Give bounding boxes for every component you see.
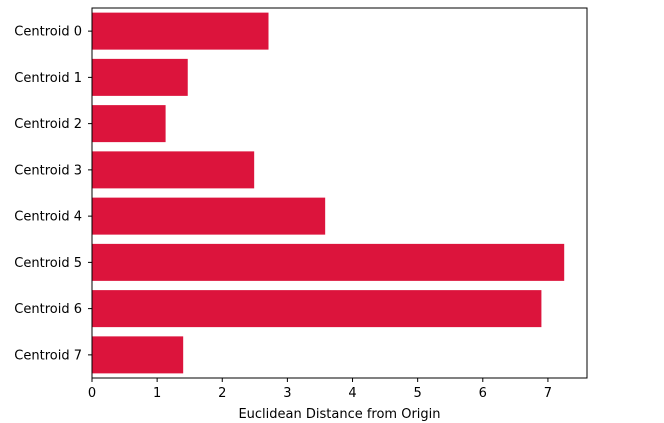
bar-1 — [92, 58, 188, 96]
bars-group — [92, 12, 565, 374]
bar-6 — [92, 290, 542, 328]
y-tick-label-1: Centroid 1 — [14, 71, 82, 86]
bar-5 — [92, 243, 565, 281]
bar-4 — [92, 197, 326, 235]
bar-0 — [92, 12, 269, 50]
bar-2 — [92, 105, 166, 143]
bar-3 — [92, 151, 255, 189]
axes-frame — [91, 7, 588, 379]
y-tick-label-4: Centroid 4 — [14, 210, 82, 225]
y-tick-label-2: Centroid 2 — [14, 117, 82, 132]
x-tick-label-5: 5 — [414, 386, 422, 401]
x-tick-label-1: 1 — [153, 386, 161, 401]
y-tick-label-3: Centroid 3 — [14, 163, 82, 178]
x-ticks-group: 0 1 2 3 4 5 6 7 — [88, 378, 552, 401]
x-axis-label: Euclidean Distance from Origin — [238, 407, 440, 422]
x-tick-label-0: 0 — [88, 386, 96, 401]
bar-7 — [92, 336, 184, 374]
y-tick-label-6: Centroid 6 — [14, 302, 82, 317]
y-tick-label-5: Centroid 5 — [14, 256, 82, 271]
y-tick-label-0: Centroid 0 — [14, 25, 82, 40]
x-tick-label-2: 2 — [218, 386, 226, 401]
y-tick-label-7: Centroid 7 — [14, 348, 82, 363]
x-tick-label-4: 4 — [348, 386, 356, 401]
x-tick-label-3: 3 — [283, 386, 291, 401]
x-tick-label-6: 6 — [479, 386, 487, 401]
y-ticks-group: Centroid 0 Centroid 1 Centroid 2 Centroid 3… — [14, 25, 92, 363]
x-tick-label-7: 7 — [544, 386, 552, 401]
